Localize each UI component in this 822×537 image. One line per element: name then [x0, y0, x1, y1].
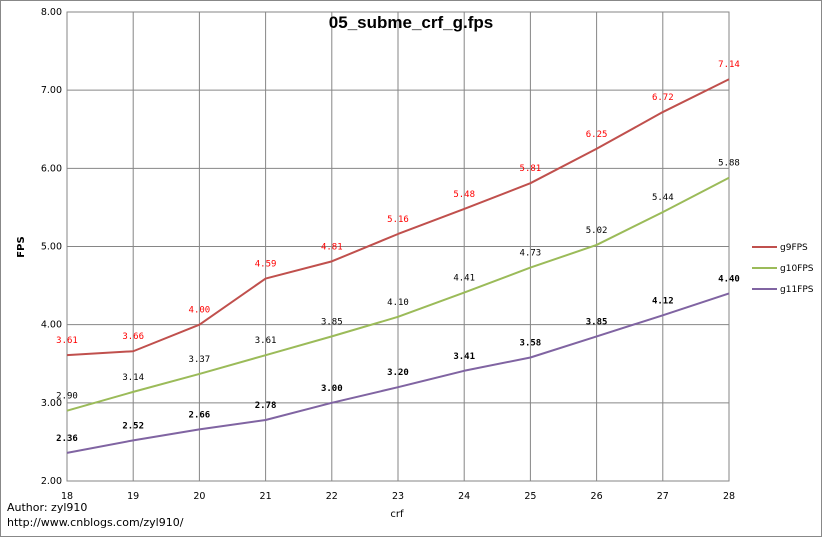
y-tick-label: 2.00 — [41, 476, 62, 487]
data-label: 4.40 — [718, 274, 740, 284]
series-lines — [66, 78, 730, 454]
data-label: 3.85 — [586, 317, 608, 327]
x-tick-label: 26 — [591, 491, 603, 502]
x-tick-label: 18 — [61, 491, 73, 502]
data-label: 7.14 — [718, 60, 740, 70]
data-label: 3.61 — [56, 336, 78, 346]
data-label: 5.81 — [520, 164, 542, 174]
x-tick-label: 28 — [723, 491, 735, 502]
data-label: 3.37 — [189, 355, 211, 365]
x-tick-labels: 18 19 20 21 22 23 24 25 26 27 28 — [61, 491, 735, 502]
data-label: 4.59 — [255, 260, 277, 270]
data-label: 2.90 — [56, 392, 78, 402]
legend-label: g10FPS — [780, 264, 814, 274]
data-label: 3.41 — [453, 352, 475, 362]
data-label: 6.72 — [652, 93, 674, 103]
data-label: 2.66 — [189, 410, 211, 420]
data-label: 4.12 — [652, 296, 674, 306]
data-label: 5.02 — [586, 226, 608, 236]
x-tick-label: 21 — [260, 491, 272, 502]
y-tick-label: 5.00 — [41, 242, 62, 253]
y-tick-label: 8.00 — [41, 7, 62, 18]
data-label: 5.48 — [453, 190, 475, 200]
x-tick-label: 24 — [458, 491, 470, 502]
data-label: 4.73 — [520, 249, 542, 259]
x-axis-title: crf — [390, 509, 404, 520]
data-label: 3.66 — [122, 332, 144, 342]
data-label: 2.52 — [122, 421, 144, 431]
data-label: 3.00 — [321, 384, 343, 394]
data-label: 4.81 — [321, 242, 343, 252]
chart-title: 05_subme_crf_g.fps — [329, 13, 493, 32]
legend: g9FPS g10FPS g11FPS — [752, 243, 814, 295]
data-label: 5.16 — [387, 215, 409, 225]
series-line-g10FPS — [66, 176, 730, 412]
x-tick-label: 19 — [127, 491, 139, 502]
y-tick-label: 7.00 — [41, 85, 62, 96]
y-tick-label: 3.00 — [41, 398, 62, 409]
series-line-g9FPS — [66, 78, 730, 357]
data-label: 5.44 — [652, 193, 674, 203]
data-label: 4.00 — [189, 306, 211, 316]
y-tick-labels: 2.00 3.00 4.00 5.00 6.00 7.00 8.00 — [41, 7, 62, 487]
y-tick-label: 6.00 — [41, 163, 62, 174]
data-label: 4.10 — [387, 298, 409, 308]
author-credit: Author: zyl910 — [7, 501, 88, 514]
legend-label: g11FPS — [780, 285, 814, 295]
author-url: http://www.cnblogs.com/zyl910/ — [7, 516, 184, 529]
x-tick-label: 27 — [657, 491, 669, 502]
x-tick-label: 25 — [524, 491, 536, 502]
data-label: 2.36 — [56, 434, 78, 444]
data-labels: 3.61 3.66 4.00 4.59 4.81 5.16 5.48 5.81 6.25 6.72… — [56, 60, 740, 444]
data-label: 3.58 — [520, 338, 542, 348]
y-axis-title: FPS — [16, 236, 27, 257]
data-label: 5.88 — [718, 159, 740, 169]
x-tick-label: 22 — [326, 491, 338, 502]
data-label: 3.20 — [387, 368, 409, 378]
x-tick-label: 20 — [193, 491, 205, 502]
y-tick-label: 4.00 — [41, 320, 62, 331]
series-line-g11FPS — [66, 292, 730, 454]
data-label: 6.25 — [586, 130, 608, 140]
legend-label: g9FPS — [780, 243, 808, 253]
data-label: 3.61 — [255, 336, 277, 346]
data-label: 3.14 — [122, 373, 144, 383]
data-label: 3.85 — [321, 317, 343, 327]
data-label: 2.78 — [255, 401, 277, 411]
data-label: 4.41 — [453, 274, 475, 284]
x-tick-label: 23 — [392, 491, 404, 502]
plot-frame — [66, 11, 730, 482]
